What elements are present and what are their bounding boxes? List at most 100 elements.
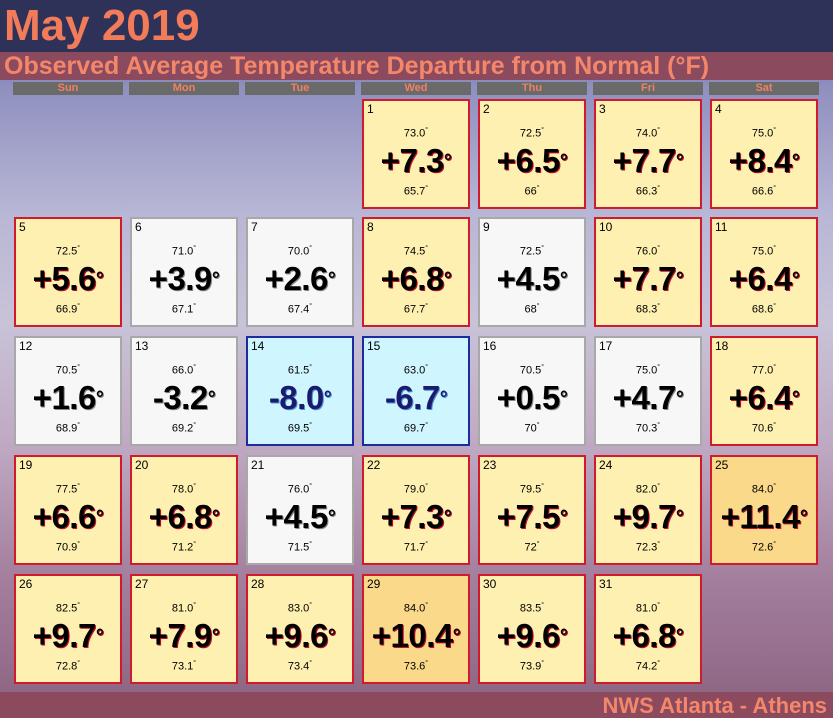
page-subtitle: Observed Average Temperature Departure f… [4,52,710,80]
temperature-departure: +11.4° [720,498,808,535]
observed-average: 73.0° [403,127,429,140]
normal-average: 67.1° [171,303,197,316]
observed-average: 82.0° [635,483,661,496]
page-title: May 2019 [4,1,200,50]
day-number: 25 [715,458,729,472]
day-number: 27 [135,577,149,591]
day-cell-20: 20 78.0° +6.8° 71.2° [130,455,238,565]
normal-average: 70.3° [635,422,661,435]
normal-average: 68° [524,303,540,316]
observed-average: 72.5° [519,127,545,140]
day-number: 2 [483,102,490,116]
observed-average: 79.5° [519,483,545,496]
temperature-departure: +6.8° [148,498,220,535]
observed-average: 63.0° [403,364,429,377]
day-cell-22: 22 79.0° +7.3° 71.7° [362,455,470,565]
observed-average: 83.0° [287,602,313,615]
footer-bar: NWS Atlanta - Athens [0,692,833,718]
normal-average: 71.2° [171,541,197,554]
day-cell-24: 24 82.0° +9.7° 72.3° [594,455,702,565]
day-cell-3: 3 74.0° +7.7° 66.3° [594,99,702,209]
temperature-departure: +9.7° [32,617,104,654]
day-cell-4: 4 75.0° +8.4° 66.6° [710,99,818,209]
temperature-departure: +4.5° [496,260,568,297]
day-cell-12: 12 70.5° +1.6° 68.9° [14,336,122,446]
day-cell-23: 23 79.5° +7.5° 72° [478,455,586,565]
normal-average: 69.5° [287,422,313,435]
temperature-departure: +7.9° [148,617,220,654]
temperature-departure: +7.7° [612,142,684,179]
day-cell-14: 14 61.5° -8.0° 69.5° [246,336,354,446]
normal-average: 68.3° [635,303,661,316]
observed-average: 75.0° [751,245,777,258]
normal-average: 72.6° [751,541,777,554]
observed-average: 72.5° [55,245,81,258]
day-number: 13 [135,339,149,353]
day-cell-18: 18 77.0° +6.4° 70.6° [710,336,818,446]
day-cell-1: 1 73.0° +7.3° 65.7° [362,99,470,209]
weekday-header-fri: Fri [593,82,703,95]
observed-average: 76.0° [287,483,313,496]
observed-average: 74.0° [635,127,661,140]
observed-average: 77.5° [55,483,81,496]
normal-average: 66° [524,185,540,198]
observed-average: 70.5° [519,364,545,377]
day-number: 8 [367,220,374,234]
temperature-departure: +6.8° [612,617,684,654]
normal-average: 70.6° [751,422,777,435]
observed-average: 75.0° [751,127,777,140]
temperature-departure: -6.7° [384,379,448,416]
temperature-departure: +2.6° [264,260,336,297]
normal-average: 67.7° [403,303,429,316]
normal-average: 66.6° [751,185,777,198]
normal-average: 72.3° [635,541,661,554]
day-number: 21 [251,458,265,472]
day-cell-30: 30 83.5° +9.6° 73.9° [478,574,586,684]
day-cell-29: 29 84.0° +10.4° 73.6° [362,574,470,684]
day-cell-16: 16 70.5° +0.5° 70° [478,336,586,446]
observed-average: 83.5° [519,602,545,615]
normal-average: 72.8° [55,660,81,673]
observed-average: 77.0° [751,364,777,377]
temperature-departure: +7.7° [612,260,684,297]
observed-average: 70.5° [55,364,81,377]
normal-average: 73.6° [403,660,429,673]
temperature-departure: +8.4° [728,142,800,179]
day-cell-27: 27 81.0° +7.9° 73.1° [130,574,238,684]
temperature-departure: -3.2° [152,379,216,416]
day-cell-15: 15 63.0° -6.7° 69.7° [362,336,470,446]
normal-average: 73.1° [171,660,197,673]
day-number: 26 [19,577,33,591]
day-number: 11 [715,220,728,234]
observed-average: 79.0° [403,483,429,496]
observed-average: 84.0° [403,602,429,615]
temperature-departure: +6.4° [728,260,800,297]
normal-average: 72° [524,541,540,554]
normal-average: 71.5° [287,541,313,554]
day-cell-13: 13 66.0° -3.2° 69.2° [130,336,238,446]
temperature-departure: +6.8° [380,260,452,297]
day-number: 5 [19,220,26,234]
observed-average: 84.0° [751,483,777,496]
temperature-departure: -8.0° [268,379,332,416]
temperature-departure: +6.4° [728,379,800,416]
day-number: 12 [19,339,33,353]
title-bar: May 2019 [0,0,833,52]
temperature-departure: +7.5° [496,498,568,535]
day-number: 14 [251,339,265,353]
temperature-departure: +6.5° [496,142,568,179]
day-number: 10 [599,220,613,234]
day-number: 15 [367,339,381,353]
normal-average: 73.4° [287,660,313,673]
temperature-departure: +1.6° [32,379,104,416]
temperature-departure: +10.4° [371,617,461,654]
normal-average: 65.7° [403,185,429,198]
normal-average: 68.9° [55,422,81,435]
day-number: 9 [483,220,490,234]
day-cell-8: 8 74.5° +6.8° 67.7° [362,217,470,327]
day-number: 31 [599,577,613,591]
normal-average: 69.7° [403,422,429,435]
day-cell-28: 28 83.0° +9.6° 73.4° [246,574,354,684]
temperature-departure: +9.7° [612,498,684,535]
day-cell-5: 5 72.5° +5.6° 66.9° [14,217,122,327]
